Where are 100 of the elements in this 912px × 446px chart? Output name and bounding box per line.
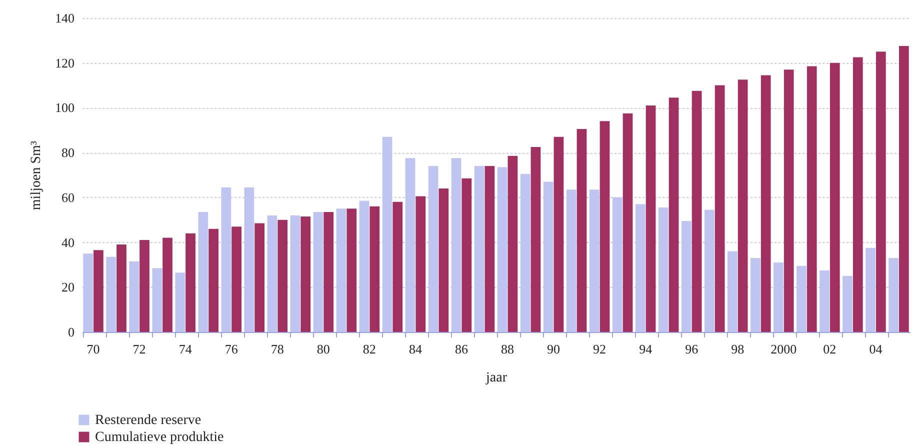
bar xyxy=(866,248,876,332)
bar xyxy=(806,66,817,332)
x-tick-label: 04 xyxy=(869,342,883,356)
bar xyxy=(635,204,646,332)
bar xyxy=(405,158,416,332)
bar xyxy=(888,258,898,332)
bar xyxy=(728,251,738,332)
bar xyxy=(175,272,186,332)
bar xyxy=(324,212,334,332)
y-tick-label: 140 xyxy=(55,10,74,26)
bar xyxy=(392,202,403,332)
bar xyxy=(668,98,679,332)
y-tick-label: 120 xyxy=(55,55,74,70)
bar xyxy=(600,121,610,332)
bar xyxy=(774,262,784,332)
bar xyxy=(520,174,530,332)
bar xyxy=(738,80,748,332)
bar xyxy=(140,240,150,332)
bar xyxy=(543,182,554,332)
bar xyxy=(416,196,426,332)
y-tick-label: 40 xyxy=(62,234,74,250)
y-axis-title: miljoen Sm³ xyxy=(29,140,44,210)
bar xyxy=(576,129,587,332)
bar xyxy=(382,136,392,332)
y-tick-label: 80 xyxy=(62,145,74,160)
bar xyxy=(497,167,508,332)
x-tick-label: 74 xyxy=(178,342,192,356)
bar xyxy=(278,220,288,332)
bar xyxy=(359,200,370,332)
bar xyxy=(692,90,702,332)
x-tick-label: 80 xyxy=(316,342,330,356)
bar xyxy=(530,146,541,332)
bar xyxy=(830,62,840,332)
bar xyxy=(244,187,254,332)
bar xyxy=(474,166,484,332)
bar xyxy=(232,226,242,332)
bar xyxy=(208,228,218,332)
bar xyxy=(152,268,162,332)
bar xyxy=(566,190,576,332)
bar xyxy=(300,216,311,332)
bar xyxy=(898,46,909,332)
bar xyxy=(658,208,668,332)
y-tick-label: 20 xyxy=(62,280,74,295)
x-tick-label: 82 xyxy=(362,342,376,356)
bar xyxy=(508,156,518,332)
bar xyxy=(267,215,278,332)
x-tick-label: 86 xyxy=(454,342,468,356)
bar xyxy=(704,210,714,332)
bar xyxy=(852,57,863,332)
bar xyxy=(438,188,449,332)
bar xyxy=(336,208,346,332)
bar xyxy=(622,113,633,332)
y-tick-label: 60 xyxy=(62,190,74,205)
bar xyxy=(129,261,140,332)
bar xyxy=(484,166,495,332)
bar xyxy=(106,256,116,332)
bar xyxy=(750,258,760,332)
bar xyxy=(820,270,830,332)
bar xyxy=(612,197,622,332)
bar xyxy=(589,190,600,332)
x-tick-label: 88 xyxy=(501,342,514,356)
x-tick-label: 84 xyxy=(408,342,422,356)
x-tick-label: 92 xyxy=(593,342,606,356)
bar xyxy=(83,254,94,332)
bar xyxy=(681,220,692,332)
legend-label: Resterende reserve xyxy=(95,413,202,428)
x-tick-label: 96 xyxy=(685,342,699,356)
bar xyxy=(186,233,196,332)
bar xyxy=(554,136,564,332)
bar xyxy=(784,70,794,332)
legend-label: Cumulatieve produktie xyxy=(95,430,224,445)
x-tick-label: 78 xyxy=(270,342,284,356)
bar xyxy=(346,208,357,332)
x-tick-label: 76 xyxy=(224,342,238,356)
x-tick-label: 2000 xyxy=(770,342,797,356)
bar xyxy=(116,244,126,332)
bar xyxy=(760,75,771,332)
bar xyxy=(254,223,264,332)
x-tick-label: 72 xyxy=(132,342,146,356)
bar xyxy=(714,85,725,332)
bar xyxy=(162,238,172,332)
x-tick-label: 02 xyxy=(823,342,836,356)
bar xyxy=(370,206,380,332)
x-tick-label: 98 xyxy=(731,342,744,356)
bar xyxy=(290,215,300,332)
x-tick-label: 70 xyxy=(86,342,100,356)
bar xyxy=(94,250,104,332)
x-tick-label: 94 xyxy=(639,342,653,356)
y-tick-label: 0 xyxy=(68,324,74,340)
bar xyxy=(842,276,852,332)
bar xyxy=(876,52,886,332)
bar xyxy=(198,212,208,332)
bar xyxy=(428,166,438,332)
bar xyxy=(451,158,462,332)
bar xyxy=(221,187,232,332)
y-tick-label: 100 xyxy=(55,100,74,116)
x-tick-label: 90 xyxy=(547,342,560,356)
x-axis-title: jaar xyxy=(485,370,508,386)
bar xyxy=(646,105,656,332)
bar xyxy=(462,178,472,332)
